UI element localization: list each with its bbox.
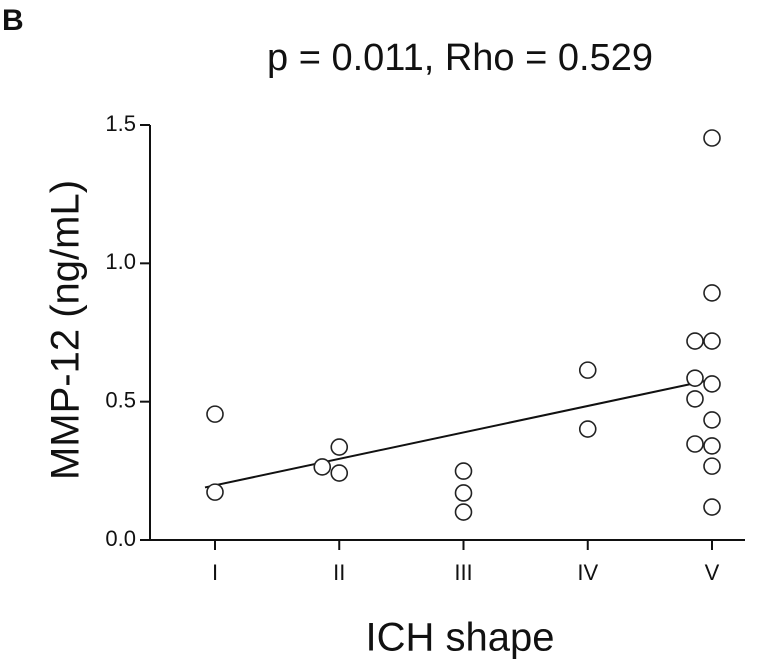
- x-tick-label: I: [212, 560, 218, 585]
- data-point: [454, 462, 473, 480]
- data-point: [206, 405, 224, 423]
- data-point: [313, 458, 332, 476]
- data-point: [703, 411, 721, 429]
- data-point: [206, 483, 224, 501]
- data-point: [703, 457, 721, 475]
- y-axis-label: MMP-12 (ng/mL): [44, 180, 88, 480]
- data-point: [703, 375, 721, 393]
- panel-label: B: [2, 4, 24, 37]
- x-tick-label: II: [333, 560, 345, 585]
- y-tick-label: 1.5: [105, 111, 136, 136]
- x-tick-label: IV: [577, 560, 598, 585]
- data-point: [686, 390, 704, 408]
- chart-title: p = 0.011, Rho = 0.529: [267, 37, 653, 79]
- data-point: [578, 420, 597, 438]
- y-tick-label: 1.0: [105, 249, 136, 274]
- data-point: [703, 498, 721, 516]
- data-point: [703, 129, 721, 147]
- data-point: [686, 332, 704, 350]
- y-tick-label: 0.5: [105, 387, 136, 412]
- data-point: [703, 284, 721, 302]
- y-tick-label: 0.0: [105, 526, 136, 551]
- data-point: [330, 464, 349, 482]
- x-axis-label: ICH shape: [366, 616, 555, 660]
- data-point: [703, 437, 721, 455]
- data-point: [686, 435, 704, 453]
- x-tick-label: III: [454, 560, 472, 585]
- data-point: [703, 332, 721, 350]
- data-point: [454, 503, 473, 521]
- data-point: [330, 438, 349, 456]
- data-point: [686, 369, 704, 387]
- trend-line: [204, 378, 713, 489]
- data-point: [454, 484, 473, 502]
- x-tick-label: V: [705, 560, 720, 585]
- data-point: [578, 361, 597, 379]
